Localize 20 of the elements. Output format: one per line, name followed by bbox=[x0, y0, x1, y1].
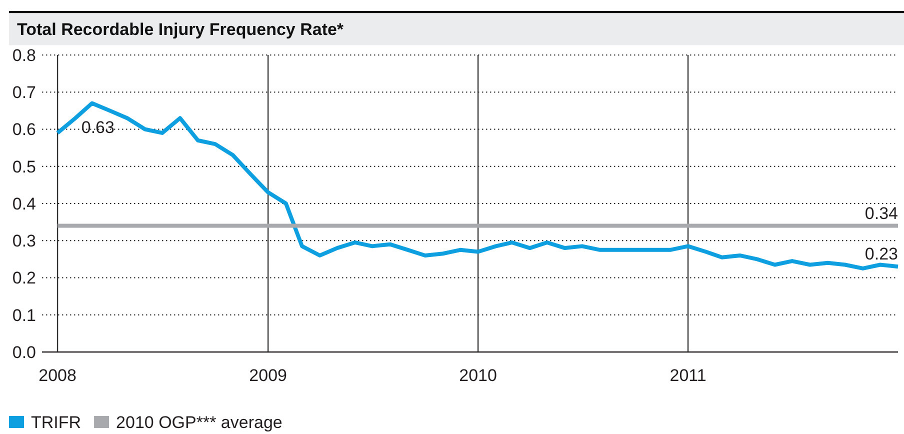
x-tick-label: 2010 bbox=[459, 366, 497, 385]
y-tick-label: 0.3 bbox=[12, 232, 36, 251]
chart-title: Total Recordable Injury Frequency Rate* bbox=[17, 20, 344, 39]
x-tick-label: 2008 bbox=[38, 366, 76, 385]
x-tick-label: 2011 bbox=[670, 366, 706, 385]
y-tick-label: 0.6 bbox=[12, 120, 36, 140]
y-tick-label: 0.7 bbox=[12, 83, 36, 102]
y-tick-label: 0.2 bbox=[12, 268, 36, 288]
y-tick-label: 0.0 bbox=[12, 342, 36, 362]
y-tick-label: 0.4 bbox=[12, 194, 36, 214]
data-label: 0.63 bbox=[81, 118, 114, 138]
data-label: 0.34 bbox=[864, 204, 898, 223]
legend-label: 2010 OGP*** average bbox=[116, 412, 282, 432]
x-tick-label: 2009 bbox=[249, 366, 287, 385]
data-label: 0.23 bbox=[864, 244, 898, 264]
y-tick-label: 0.1 bbox=[12, 306, 36, 325]
y-tick-label: 0.8 bbox=[12, 46, 36, 65]
legend-label: TRIFR bbox=[31, 412, 82, 432]
line-series bbox=[56, 101, 900, 270]
y-tick-label: 0.5 bbox=[12, 157, 36, 176]
